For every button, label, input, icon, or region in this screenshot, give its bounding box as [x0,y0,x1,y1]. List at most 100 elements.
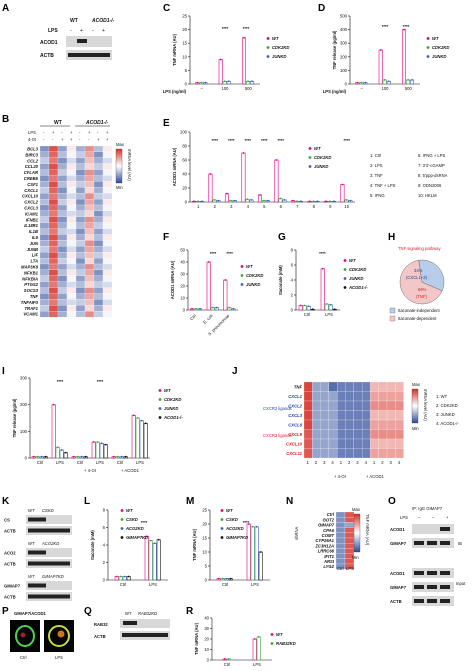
panel-letter-p: P [2,606,9,617]
panel-b-heat-cell [93,175,104,182]
panel-j-col-label: 3 [356,460,359,465]
panelI-legend-marker [158,398,162,401]
panel-n-heat-cell [335,558,346,565]
panelI-point [104,443,107,446]
panelF-bar [223,279,228,311]
panelM-ytick-label: 15 [202,536,207,541]
panel-b-heat-cell [75,263,86,271]
panel-j-heat-cell [395,381,404,392]
panel-o-ib-label: IB [458,541,462,546]
panel-b-heat-cell [66,169,77,176]
panel-b-heat-cell [93,204,104,212]
panelR-ytick-label: 20 [204,637,209,642]
panel-b-heat-cell [84,240,95,247]
panel-b-heat-cell [66,193,77,200]
panelL-ytick-label: 2 [103,560,106,565]
panelL-point [145,535,148,538]
panel-letter-f: F [163,232,169,243]
panel-b-heat-cell [75,258,86,265]
panel-j-colgroup-4oi: + 4-OI [334,474,346,479]
panel-j-col-label: 4 [331,460,334,465]
panel-a-sign-2: + [80,28,83,34]
panel-b-heat-cell [102,275,113,282]
panel-b-gene-label: JUNB [27,247,38,252]
panel-j-heat-cell [345,429,354,440]
panelI-bar [99,443,104,459]
panel-j-heat-cell [337,438,346,449]
panel-b-heat-cell [93,293,104,300]
panelE-significance: **** [343,138,350,143]
panelE-point [242,152,245,154]
panel-o-blot-label: ACTB [390,599,402,604]
panel-k-band [28,550,46,555]
panel-j-heat-cell [362,400,371,411]
panelE-point [329,200,331,203]
panelM-point [259,551,262,553]
panelC-legend-marker [266,46,270,49]
panel-b-heat-cell [93,299,104,306]
panel-b-heat-cell [84,187,95,194]
panel-b-heat-cell [48,246,59,253]
panel-b-gene-label: CXCL2 [24,200,38,205]
panel-b-heat-cell [93,228,104,235]
panelM-legend-label: CSKD [226,517,238,522]
panelL-ytick-label: 4 [103,543,106,548]
panel-b-heat-cell [102,222,113,229]
panelI-ytick-label: 200 [20,402,28,407]
panel-j-col-label: 1 [373,460,376,465]
panelC-xtick-label: 500 [245,86,253,91]
panel-n-gene-label: ARSI [323,559,335,564]
panel-b-heat-cell [66,240,77,247]
panelG-point [321,267,324,270]
panel-b-heat-cell [39,181,50,188]
panel-b-heat-cell [84,275,95,282]
panel-b-heat-cell [66,311,77,318]
panel-b-gene-label: TNF [30,294,39,299]
panel-n-gene-label: Ctrl [327,512,335,517]
panel-b-heat-cell [93,145,104,153]
panel-b-heat-cell [84,299,95,306]
panel-o-blot-label: GIMAP7 [390,585,407,590]
panelR-legend-label: WT [276,632,283,637]
panelG-xtick-label: Ctrl [304,312,311,317]
panelD-point [383,79,386,81]
panel-j-heat-cell [362,438,371,449]
panelG-legend-marker [343,277,347,280]
panel-b-gene-label: CXCL3 [24,206,38,211]
panel-h-legend-2: Itaconate-dependent [398,316,437,321]
panel-q-blot-label-actb: ACTB [94,634,106,639]
panel-b-heat-cell [102,299,113,306]
panel-j-heat-cell [378,448,388,459]
panel-b-heat-cell [39,263,50,271]
panel-b-gene-label: CCL20 [25,164,39,169]
panel-b-heat-cell [66,145,77,153]
panel-p-stain: GIMAP7/ACOD1 [14,611,47,616]
panel-b-heat-cell [48,234,59,241]
panel-b-heat-cell [75,275,86,282]
panel-b-heat-cell [39,145,50,153]
panelE-bar [340,184,345,203]
panelL-point [115,575,118,578]
panel-b-heat-cell [84,169,95,176]
panel-j-heat-cell [328,419,338,430]
panel-b-heat-cell [75,252,86,259]
panel-j-heat-cell [320,429,330,440]
panel-b-heat-cell [48,169,59,176]
panel-b-heat-cell [93,151,104,158]
panel-o-band [414,599,424,603]
panelI-point [84,455,87,458]
panel-b-group-wt: WT [54,120,62,126]
panelI-legend-label: CDK2KD [164,397,181,402]
panel-j-heat-cell [345,391,354,402]
panel-b-gene-labels: BCL3BIRC3CCL2CCL20CFLARCREB5CSF1CXCL1CXC… [21,147,39,317]
panel-b-heat-cell [66,151,77,158]
panel-b-sign: - [43,130,45,135]
panel-j-heat-cell [337,448,346,459]
panelE-point [217,199,220,202]
panelM-legend-marker [220,509,224,512]
panel-o-lps-3: + [446,515,449,520]
panel-b-heat-cell [102,281,113,288]
panel-e-key-10: 10: HKLM [418,193,437,198]
panel-b-heat-cell [57,305,68,312]
panel-a-sign-3: - [92,28,94,34]
